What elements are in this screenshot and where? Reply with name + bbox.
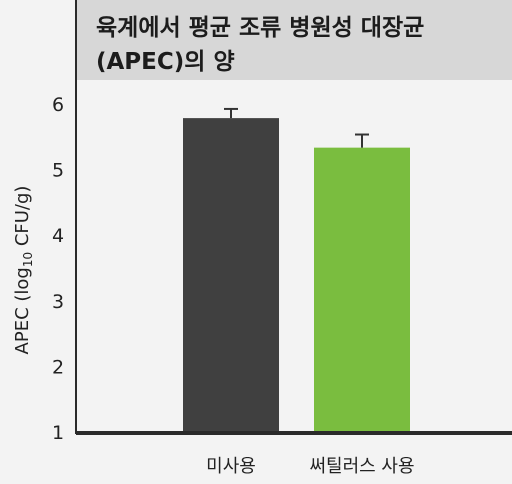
bars	[183, 107, 410, 432]
category-label: 미사용	[206, 456, 256, 477]
y-axis-label-suffix: CFU/g)	[12, 186, 33, 252]
chart-title-line-1: 육계에서 평균 조류 병원성 대장균	[96, 15, 424, 41]
y-axis-label-subscript: 10	[21, 252, 35, 267]
bar	[183, 118, 279, 432]
y-tick-label: 3	[52, 291, 64, 313]
y-tick-label: 1	[52, 422, 64, 444]
category-label: 써틸러스 사용	[309, 456, 414, 477]
y-tick-label: 2	[52, 356, 64, 378]
y-tick-labels: 1 2 3 4 5 6	[52, 94, 64, 444]
y-tick-label: 5	[52, 160, 64, 182]
bar	[314, 147, 410, 431]
y-tick-label: 6	[52, 94, 64, 116]
chart-title-line-2: (APEC)의 양	[96, 49, 235, 75]
y-axis-label: APEC (log10 CFU/g)	[12, 186, 35, 355]
y-tick-label: 4	[52, 225, 64, 247]
y-axis-label-prefix: APEC (log	[12, 267, 33, 354]
title-banner	[76, 0, 512, 80]
category-labels: 미사용 써틸러스 사용	[206, 456, 414, 477]
